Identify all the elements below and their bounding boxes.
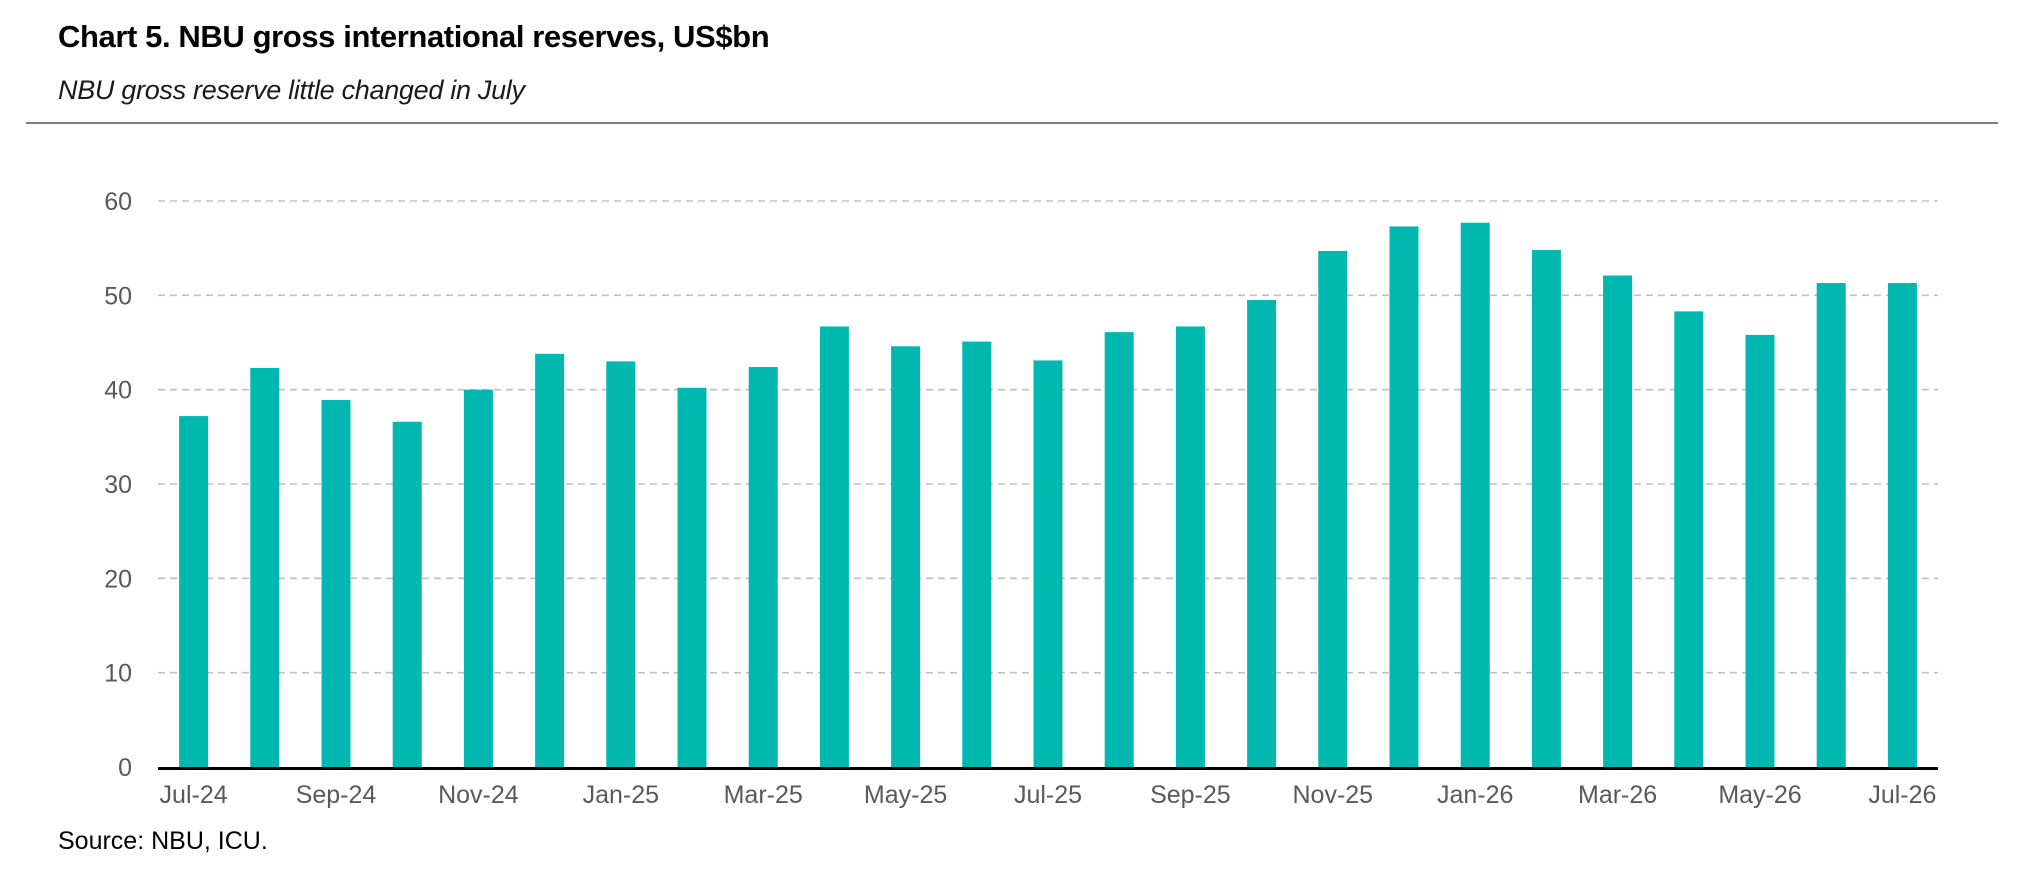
x-tick-label: May-25 bbox=[864, 781, 947, 809]
x-tick-label: Jul-24 bbox=[160, 781, 228, 809]
x-tick-label: Nov-24 bbox=[438, 781, 519, 809]
y-tick-label: 50 bbox=[104, 282, 132, 310]
y-tick-label: 40 bbox=[104, 377, 132, 405]
x-tick-label: Jul-25 bbox=[1014, 781, 1082, 809]
bar bbox=[1175, 326, 1205, 767]
x-tick-label: May-26 bbox=[1718, 781, 1801, 809]
x-tick-label: Sep-24 bbox=[296, 781, 377, 809]
x-tick-label: Mar-25 bbox=[724, 781, 803, 809]
bar bbox=[1603, 275, 1633, 767]
bar-chart: 0 10 20 30 40 50 60 Jul-24 Sep-24 Nov-24 Jan-25 Ma… bbox=[104, 188, 1938, 809]
bar bbox=[1887, 283, 1917, 767]
bar bbox=[535, 353, 565, 767]
bar bbox=[179, 416, 209, 767]
bar bbox=[677, 387, 707, 767]
bar bbox=[1389, 226, 1419, 768]
bar bbox=[1460, 222, 1490, 768]
x-tick-label: Jan-25 bbox=[583, 781, 659, 809]
bar bbox=[1104, 332, 1134, 767]
y-tick-label: 30 bbox=[104, 471, 132, 499]
bar bbox=[748, 367, 778, 767]
bar bbox=[1674, 311, 1704, 767]
x-axis-tick-labels: Jul-24 Sep-24 Nov-24 Jan-25 Mar-25 May-25 Jul-… bbox=[160, 781, 1937, 809]
bar bbox=[1816, 283, 1846, 767]
bar bbox=[962, 341, 992, 767]
y-tick-label: 20 bbox=[104, 565, 132, 593]
bar bbox=[1318, 250, 1348, 767]
y-axis-tick-labels: 0 10 20 30 40 50 60 bbox=[104, 188, 132, 782]
y-tick-label: 60 bbox=[104, 188, 132, 216]
bar bbox=[819, 326, 849, 767]
bars bbox=[179, 222, 1917, 768]
bar bbox=[1531, 250, 1561, 767]
chart-subtitle: NBU gross reserve little changed in July bbox=[58, 75, 525, 105]
bar bbox=[1247, 300, 1277, 767]
x-tick-label: Jan-26 bbox=[1437, 781, 1513, 809]
bar bbox=[463, 389, 493, 767]
y-tick-label: 10 bbox=[104, 660, 132, 688]
bar bbox=[1033, 360, 1063, 767]
chart-title: Chart 5. NBU gross international reserve… bbox=[58, 19, 770, 54]
x-tick-label: Sep-25 bbox=[1150, 781, 1231, 809]
source-note: Source: NBU, ICU. bbox=[58, 827, 268, 855]
x-tick-label: Nov-25 bbox=[1293, 781, 1374, 809]
bar bbox=[321, 400, 351, 767]
header-divider bbox=[26, 122, 1998, 124]
bar bbox=[392, 421, 422, 767]
x-tick-label: Mar-26 bbox=[1578, 781, 1657, 809]
x-tick-label: Jul-26 bbox=[1868, 781, 1936, 809]
bar bbox=[250, 367, 280, 767]
bar bbox=[606, 361, 636, 767]
y-tick-label: 0 bbox=[118, 754, 132, 782]
bar bbox=[891, 346, 921, 767]
bar bbox=[1745, 334, 1775, 767]
